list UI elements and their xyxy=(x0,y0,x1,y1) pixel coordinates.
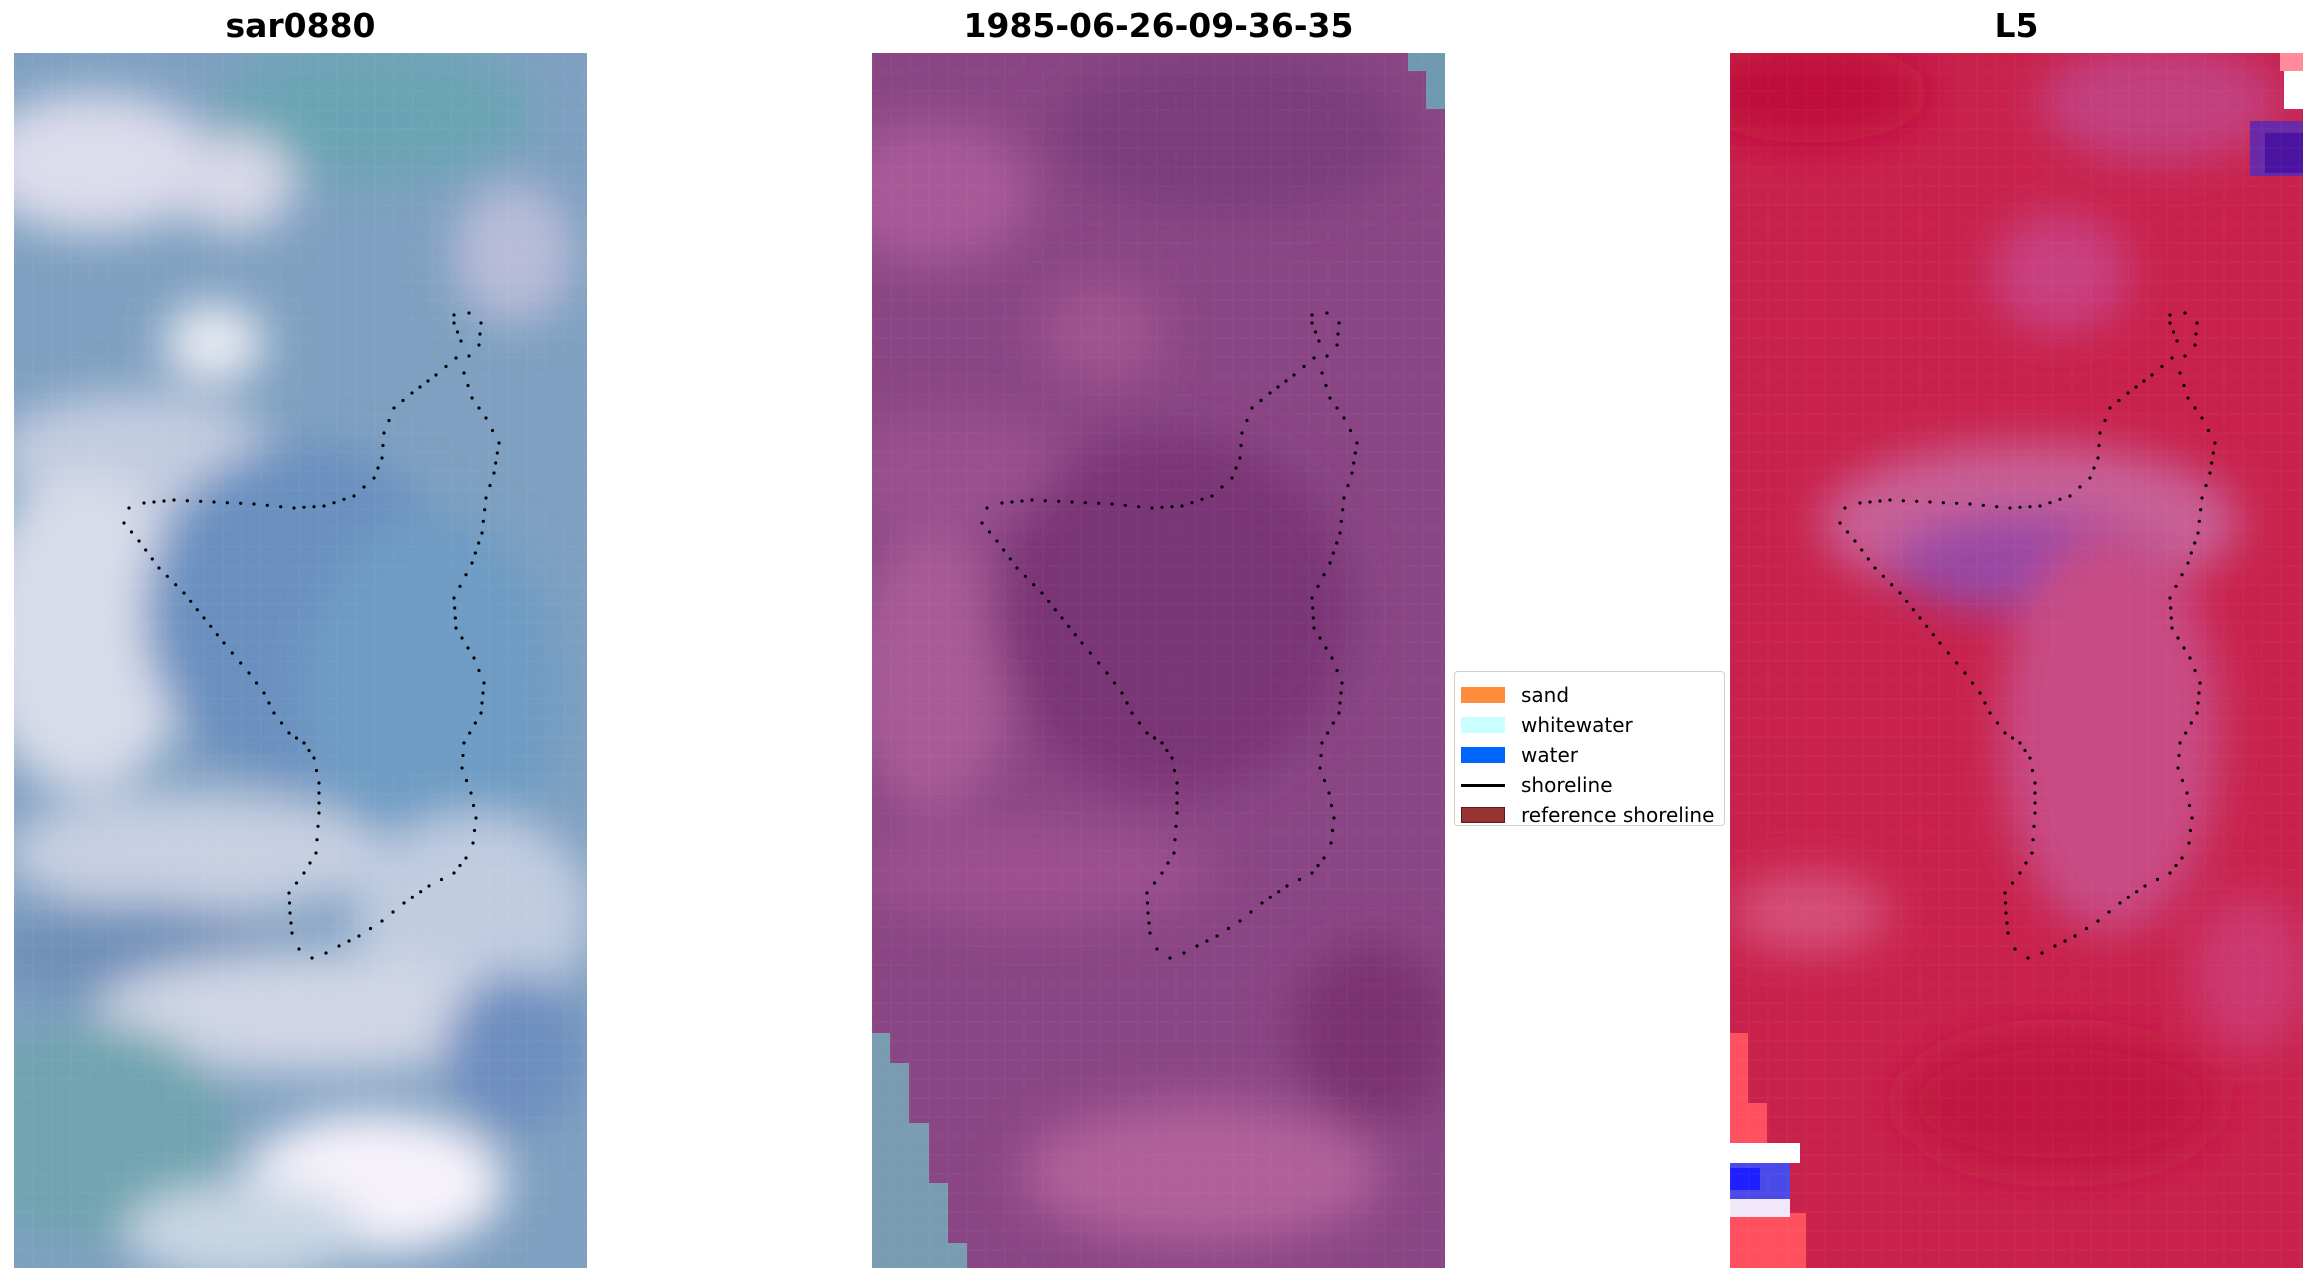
legend-item-whitewater: whitewater xyxy=(1461,713,1633,737)
shoreline-line-swatch xyxy=(1461,783,1505,787)
reference-shoreline-swatch xyxy=(1461,807,1505,823)
l5-image xyxy=(1730,53,2303,1268)
legend-label-whitewater: whitewater xyxy=(1521,713,1633,737)
legend-item-sand: sand xyxy=(1461,683,1570,707)
rgb-image xyxy=(14,53,587,1268)
legend-item-water: water xyxy=(1461,743,1578,767)
legend: sand whitewater water shoreline referenc… xyxy=(1454,671,1725,827)
legend-label-water: water xyxy=(1521,743,1578,767)
legend-item-shoreline: shoreline xyxy=(1461,773,1613,797)
legend-label-sand: sand xyxy=(1521,683,1570,707)
classified-image-panel xyxy=(872,53,1445,1268)
panel-title-rgb: sar0880 xyxy=(225,6,376,45)
sand-swatch xyxy=(1461,687,1505,703)
legend-item-reference-shoreline: reference shoreline xyxy=(1461,803,1715,827)
classified-image xyxy=(872,53,1445,1268)
whitewater-swatch xyxy=(1461,717,1505,733)
panel-title-date: 1985-06-26-09-36-35 xyxy=(963,6,1354,45)
water-swatch xyxy=(1461,747,1505,763)
panel-title-sensor: L5 xyxy=(1994,6,2039,45)
rgb-image-panel xyxy=(14,53,587,1268)
legend-label-shoreline: shoreline xyxy=(1521,773,1613,797)
legend-label-reference-shoreline: reference shoreline xyxy=(1521,803,1715,827)
l5-image-panel xyxy=(1730,53,2303,1268)
